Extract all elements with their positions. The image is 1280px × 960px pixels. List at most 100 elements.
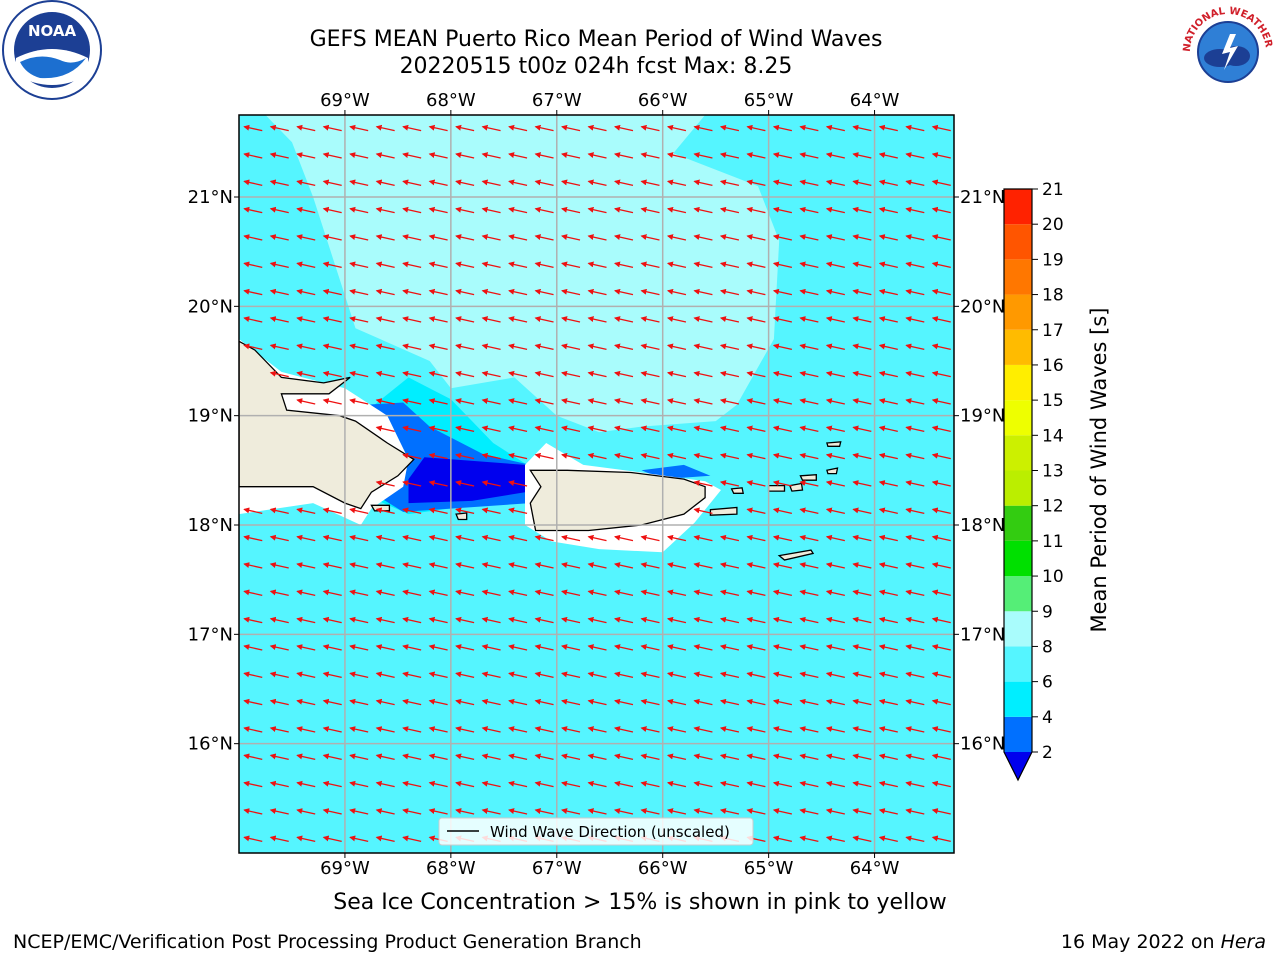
- wave-direction-arrow: [614, 343, 634, 350]
- wave-direction-arrow: [587, 616, 607, 624]
- wave-direction-arrow: [534, 261, 554, 268]
- wave-direction-arrow: [693, 780, 713, 788]
- wave-direction-arrow: [561, 698, 581, 706]
- wave-direction-arrow: [455, 644, 475, 651]
- wave-direction-arrow: [852, 671, 872, 678]
- wave-direction-arrow: [905, 589, 925, 596]
- wave-direction-arrow: [746, 562, 766, 569]
- wave-direction-arrow: [587, 152, 607, 159]
- colorbar-tick-label: 14: [1042, 426, 1064, 446]
- wave-direction-arrow: [402, 398, 422, 405]
- land-mona-island: [455, 512, 468, 521]
- wave-direction-arrow: [693, 616, 713, 624]
- wave-direction-arrow: [296, 808, 316, 815]
- wave-direction-arrow: [666, 425, 687, 432]
- wave-direction-arrow: [269, 698, 289, 706]
- wave-direction-arrow: [719, 152, 740, 159]
- wave-direction-arrow: [561, 534, 581, 542]
- wave-direction-arrow: [402, 589, 422, 596]
- wave-direction-arrow: [693, 234, 713, 241]
- wave-direction-arrow: [719, 288, 740, 296]
- wave-direction-arrow: [561, 288, 581, 296]
- wave-direction-arrow: [481, 726, 501, 733]
- wave-direction-arrow: [905, 480, 925, 487]
- wave-direction-arrow: [640, 698, 660, 706]
- wave-direction-arrow: [799, 288, 819, 296]
- wave-direction-arrow: [693, 589, 713, 596]
- wave-direction-arrow: [640, 671, 660, 678]
- wave-direction-arrow: [296, 644, 316, 651]
- wave-direction-arrow: [269, 124, 289, 132]
- wave-direction-arrow: [614, 152, 634, 159]
- nws-logo: NATIONAL WEATHER SERVICE: [1172, 0, 1280, 100]
- wave-direction-arrow: [322, 152, 342, 159]
- wave-direction-arrow: [905, 124, 925, 132]
- wave-direction-arrow: [455, 780, 475, 788]
- wave-direction-arrow: [349, 753, 369, 760]
- wave-direction-arrow: [746, 452, 766, 460]
- wave-direction-arrow: [481, 562, 501, 569]
- wave-direction-arrow: [269, 343, 289, 350]
- wave-direction-arrow: [455, 562, 475, 569]
- lat-tick-label-left: 16°N: [188, 734, 233, 755]
- wave-direction-arrow: [296, 753, 316, 760]
- colorbar-tick-label: 13: [1042, 462, 1064, 482]
- wave-direction-arrow: [614, 589, 634, 596]
- wave-direction-arrow: [666, 343, 687, 350]
- lon-tick-label-top: 67°W: [532, 90, 582, 111]
- wave-direction-arrow: [878, 753, 898, 760]
- wave-direction-arrow: [587, 808, 607, 815]
- wave-direction-arrow: [561, 726, 581, 733]
- wave-direction-arrow: [746, 179, 766, 186]
- wave-direction-arrow: [772, 671, 793, 678]
- wave-direction-arrow: [561, 261, 581, 268]
- wave-direction-arrow: [719, 589, 740, 596]
- wave-direction-arrow: [587, 316, 607, 323]
- wave-direction-arrow: [481, 316, 501, 323]
- wave-direction-arrow: [375, 398, 395, 405]
- wave-direction-arrow: [587, 726, 607, 733]
- wave-direction-arrow: [852, 124, 872, 132]
- wave-direction-arrow: [508, 179, 528, 186]
- wave-direction-arrow: [587, 179, 607, 186]
- wave-direction-arrow: [243, 616, 263, 624]
- wave-direction-arrow: [455, 425, 475, 432]
- wave-direction-arrow: [428, 753, 448, 760]
- wave-direction-arrow: [772, 261, 793, 268]
- wave-direction-arrow: [772, 835, 793, 842]
- wave-direction-arrow: [852, 753, 872, 760]
- wave-direction-arrow: [640, 370, 660, 378]
- wave-direction-arrow: [455, 316, 475, 323]
- wave-direction-arrow: [640, 534, 660, 542]
- wave-direction-arrow: [349, 343, 369, 350]
- wave-direction-arrow: [428, 562, 448, 569]
- wave-direction-arrow: [905, 507, 925, 514]
- chart-subtitle-run: 20220515 t00z 024h fcst Max: 8.25: [399, 54, 793, 79]
- wave-direction-arrow: [402, 562, 422, 569]
- wave-direction-arrow: [349, 589, 369, 596]
- wave-direction-arrow: [481, 343, 501, 350]
- wave-direction-arrow: [614, 753, 634, 760]
- wave-direction-arrow: [296, 398, 316, 405]
- wave-direction-arrow: [243, 534, 263, 542]
- wave-direction-arrow: [905, 726, 925, 733]
- wave-direction-arrow: [428, 234, 448, 241]
- wave-direction-arrow: [746, 398, 766, 405]
- wave-direction-arrow: [640, 343, 660, 350]
- land-st-thomas: [767, 484, 786, 492]
- wave-direction-arrow: [772, 644, 793, 651]
- wave-direction-arrow: [931, 835, 951, 842]
- wave-direction-arrow: [852, 152, 872, 159]
- wave-direction-arrow: [746, 507, 766, 514]
- wave-direction-arrow: [296, 261, 316, 268]
- wave-direction-arrow: [799, 616, 819, 624]
- wave-direction-arrow: [428, 452, 448, 460]
- wave-direction-arrow: [296, 206, 316, 214]
- wave-direction-arrow: [561, 616, 581, 624]
- wave-direction-arrow: [428, 206, 448, 214]
- colorbar-swatch: [1004, 294, 1032, 330]
- wave-direction-arrow: [746, 726, 766, 733]
- colorbar-tick-label: 16: [1042, 356, 1064, 376]
- wave-direction-arrow: [746, 534, 766, 542]
